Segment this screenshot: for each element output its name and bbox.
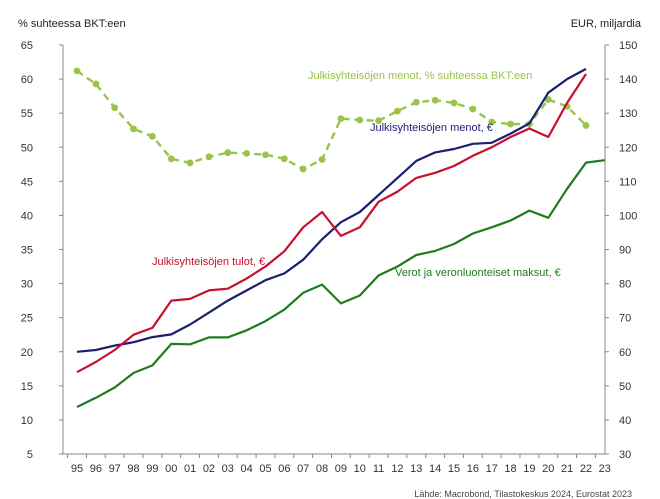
series-point-0 [186, 159, 194, 167]
series-point-0 [167, 155, 175, 163]
x-tick-label: 21 [561, 463, 573, 475]
series-point-0 [450, 99, 458, 107]
x-tick-label: 14 [429, 463, 441, 475]
series-point-0 [544, 96, 552, 103]
series-point-0 [280, 155, 288, 163]
series-line-3 [76, 159, 605, 408]
left-tick-label: 15 [21, 381, 33, 393]
left-axis-ticks: 5 10 15 20 25 30 35 40 45 50 55 60 65 [21, 40, 63, 461]
series-line-0 [76, 69, 587, 171]
left-tick-label: 30 [21, 279, 33, 291]
series-point-0 [318, 156, 326, 163]
right-tick-label: 120 [619, 142, 637, 154]
x-tick-label: 95 [71, 463, 83, 475]
series-point-0 [243, 149, 251, 157]
series-labels: Julkisyhteisöjen menot, % suhteessa BKT:… [152, 70, 561, 279]
x-tick-label: 04 [241, 463, 253, 475]
right-tick-label: 70 [619, 313, 631, 325]
x-tick-label: 19 [523, 463, 535, 475]
right-axis-title: EUR, miljardia [571, 18, 642, 30]
series-point-0 [412, 98, 420, 106]
series-point-0 [375, 117, 382, 125]
right-tick-label: 60 [619, 347, 631, 359]
series-label-3: Verot ja veronluonteiset maksut, € [395, 267, 561, 279]
left-tick-label: 65 [21, 40, 33, 52]
left-tick-label: 60 [21, 74, 33, 86]
left-tick-label: 5 [27, 449, 33, 461]
x-tick-label: 00 [165, 463, 177, 475]
series-label-2: Julkisyhteisöjen tulot, € [152, 256, 265, 268]
series-point-0 [507, 120, 514, 128]
series-point-0 [111, 104, 119, 112]
x-tick-label: 05 [259, 463, 271, 475]
right-tick-label: 90 [619, 245, 631, 257]
x-tick-label: 96 [90, 463, 102, 475]
left-tick-label: 40 [21, 210, 33, 222]
left-tick-label: 35 [21, 245, 33, 257]
series-point-0 [469, 105, 477, 113]
right-tick-label: 150 [619, 40, 637, 52]
x-tick-label: 11 [373, 463, 384, 475]
right-tick-label: 130 [619, 108, 637, 120]
series-point-0 [73, 67, 81, 75]
series-label-1: Julkisyhteisöjen menot, € [370, 122, 493, 134]
series-point-0 [262, 151, 269, 159]
x-tick-label: 16 [467, 463, 479, 475]
right-tick-label: 110 [619, 176, 637, 188]
x-tick-label: 98 [127, 463, 139, 475]
x-tick-label: 99 [146, 463, 158, 475]
x-tick-label: 01 [184, 463, 196, 475]
series-point-0 [299, 165, 307, 173]
series-point-0 [337, 115, 345, 123]
x-tick-label: 06 [278, 463, 290, 475]
x-tick-label: 10 [354, 463, 366, 475]
right-tick-label: 40 [619, 415, 631, 427]
series-point-0 [356, 116, 364, 124]
series-line-1 [76, 67, 587, 353]
x-tick-label: 09 [335, 463, 347, 475]
x-tick-label: 02 [203, 463, 215, 475]
x-tick-label: 12 [391, 463, 403, 475]
series-point-0 [149, 132, 156, 140]
series-point-0 [92, 80, 100, 88]
left-tick-label: 25 [21, 313, 33, 325]
series-point-0 [431, 96, 439, 104]
right-tick-label: 100 [619, 210, 637, 222]
series-point-0 [488, 118, 496, 126]
series-point-0 [582, 122, 590, 129]
x-tick-label: 18 [504, 463, 516, 475]
x-tick-label: 97 [109, 463, 121, 475]
x-tick-label: 08 [316, 463, 328, 475]
left-tick-label: 50 [21, 142, 33, 154]
series-label-0: Julkisyhteisöjen menot, % suhteessa BKT:… [308, 70, 532, 82]
x-tick-label: 07 [297, 463, 309, 475]
x-tick-label: 03 [222, 463, 234, 475]
x-tick-label: 22 [580, 463, 592, 475]
series-point-0 [394, 107, 401, 115]
right-tick-label: 140 [619, 74, 637, 86]
x-tick-label: 15 [448, 463, 460, 475]
left-axis-title: % suhteessa BKT:een [18, 18, 126, 30]
left-tick-label: 20 [21, 347, 33, 359]
x-tick-label: 17 [486, 463, 498, 475]
x-tick-label: 13 [410, 463, 422, 475]
x-tick-label: 23 [599, 463, 611, 475]
right-axis-ticks: 30 40 50 60 70 80 90 100 110 120 130 140 150 [605, 40, 637, 461]
series-layer [73, 67, 605, 408]
series-line-2 [76, 73, 587, 374]
right-tick-label: 30 [619, 449, 631, 461]
left-tick-label: 55 [21, 108, 33, 120]
left-tick-label: 10 [21, 415, 33, 427]
right-tick-label: 80 [619, 279, 631, 291]
series-point-0 [130, 125, 137, 133]
x-axis-ticks: 95 96 97 98 99 00 01 02 03 04 05 06 07 08 09 10 11 12 13 14… [67, 454, 611, 475]
series-point-0 [224, 149, 232, 157]
source-note: Lähde: Macrobond, Tilastokeskus 2024, Eu… [414, 489, 632, 499]
series-point-0 [205, 153, 213, 161]
left-tick-label: 45 [21, 176, 33, 188]
right-tick-label: 50 [619, 381, 631, 393]
x-tick-label: 20 [542, 463, 554, 475]
